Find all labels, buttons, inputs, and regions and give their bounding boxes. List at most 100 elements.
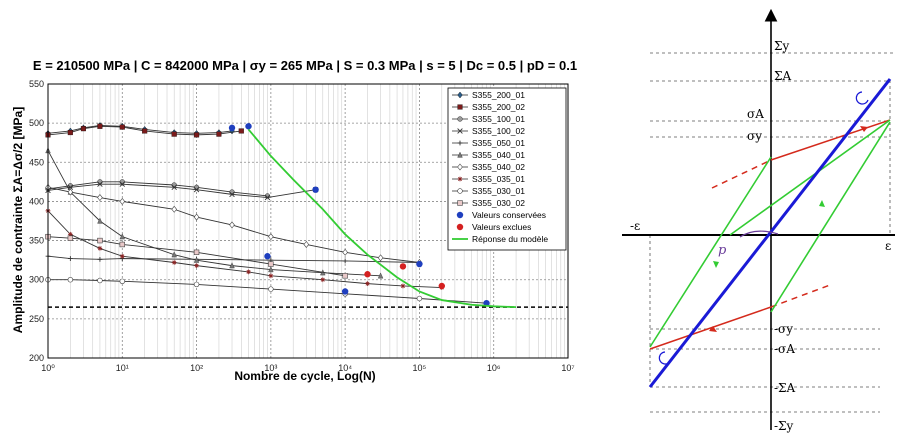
data-point <box>97 246 103 251</box>
series-line <box>47 255 420 263</box>
data-point <box>457 163 463 171</box>
y-tick-label: 550 <box>29 79 44 89</box>
series-s355-100-02 <box>45 181 319 201</box>
legend-item: S355_030_02 <box>452 198 525 208</box>
data-point <box>119 181 126 187</box>
plastic-dashed-upper <box>711 159 772 189</box>
x-tick-label: 10³ <box>264 363 277 373</box>
p-arc <box>739 230 779 238</box>
legend-label: S355_200_01 <box>472 90 525 100</box>
data-point <box>67 256 73 261</box>
data-point <box>365 281 370 287</box>
series-line <box>47 186 420 263</box>
data-point <box>97 181 103 187</box>
data-point <box>456 223 464 231</box>
legend-label: S355_200_02 <box>472 102 525 112</box>
series-line <box>47 181 268 197</box>
y-axis-label: Amplitude de contrainte ΣA=Δσ/2 [MPa] <box>11 107 25 333</box>
label-sig-y-bot: -σy <box>774 322 793 336</box>
data-point <box>97 123 103 129</box>
legend-label: S355_040_02 <box>472 162 525 172</box>
legend-label: S355_030_01 <box>472 186 525 196</box>
series-r-ponse-du-mod-le <box>247 128 517 309</box>
data-point <box>171 251 177 258</box>
legend: S355_200_01 S355_200_02 S355_100_01 S355_10… <box>447 87 567 251</box>
data-point <box>142 128 148 134</box>
legend-label: S355_040_01 <box>472 150 525 160</box>
data-point <box>245 123 252 130</box>
series-valeurs-conserv-es <box>228 123 490 307</box>
label-p: p <box>718 243 727 258</box>
data-point <box>400 283 406 289</box>
data-point <box>264 253 271 260</box>
data-point <box>238 128 244 134</box>
data-point <box>457 200 463 206</box>
fatigue-chart: E = 210500 MPa | C = 842000 MPa | σy = 2… <box>11 58 577 383</box>
legend-item: S355_200_01 <box>452 90 525 100</box>
data-point <box>457 140 463 146</box>
data-point <box>193 213 200 221</box>
data-point <box>377 254 384 262</box>
data-point <box>268 273 274 279</box>
data-point <box>119 197 126 205</box>
data-point <box>457 91 463 99</box>
data-point <box>216 131 222 137</box>
data-point <box>67 235 74 241</box>
data-point <box>303 241 310 248</box>
legend-label: S355_035_01 <box>472 174 525 184</box>
data-point <box>97 179 103 185</box>
y-tick-label: 350 <box>29 236 44 246</box>
legend-item: S355_030_01 <box>452 186 525 196</box>
legend-item: S355_100_02 <box>452 126 525 136</box>
legend-label: S355_100_02 <box>472 126 525 136</box>
legend-item: S355_035_01 <box>452 174 525 184</box>
data-point <box>193 249 200 256</box>
plastic-dashed-lower <box>770 284 831 308</box>
data-point <box>67 231 73 237</box>
legend-item: S355_040_01 <box>452 150 525 160</box>
x-tick-labels: 10⁰ 10¹ 10² 10³ 10⁴ 10⁵ 10⁶ 10⁷ <box>41 363 574 373</box>
y-tick-label: 200 <box>29 353 44 363</box>
data-point <box>228 124 236 132</box>
data-point <box>193 184 200 190</box>
x-tick-label: 10² <box>190 363 203 373</box>
arrow-up-left <box>713 261 719 268</box>
data-point <box>364 271 371 278</box>
x-tick-label: 10¹ <box>116 363 129 373</box>
legend-label: S355_100_01 <box>472 114 525 124</box>
data-point <box>246 269 251 275</box>
data-point <box>268 266 274 273</box>
legend-label: Valeurs exclues <box>472 222 531 232</box>
data-point <box>229 262 235 269</box>
data-point <box>483 300 490 307</box>
x-tick-label: 10⁷ <box>561 363 574 373</box>
unload-left <box>649 156 772 348</box>
y-tick-label: 400 <box>29 196 44 206</box>
data-point <box>193 281 200 288</box>
data-point <box>341 288 349 295</box>
x-axis-label: Nombre de cycle, Log(N) <box>234 369 375 383</box>
data-point <box>119 253 125 259</box>
series-s355-030-02 <box>45 233 348 279</box>
data-point <box>67 188 74 196</box>
x-tick-label: 10⁴ <box>338 363 352 373</box>
series-line <box>47 210 442 288</box>
data-point <box>229 191 235 198</box>
legend-label: S355_050_01 <box>472 138 525 148</box>
data-point <box>194 132 200 138</box>
data-point <box>268 261 274 267</box>
unload-lines <box>649 119 891 348</box>
data-point <box>229 221 235 229</box>
arrow-left-lower <box>709 326 717 332</box>
data-point <box>194 263 199 269</box>
label-sig-A-top: σA <box>747 107 764 121</box>
label-sigma-A-bot: -ΣA <box>774 381 796 395</box>
y-tick-label: 300 <box>29 275 44 285</box>
legend-item: S355_200_02 <box>452 102 525 112</box>
plastic-lines <box>649 119 891 350</box>
data-point <box>171 184 177 191</box>
data-point <box>97 217 103 224</box>
data-point <box>119 278 125 284</box>
data-point <box>193 256 200 263</box>
legend-item: S355_040_02 <box>452 162 525 172</box>
